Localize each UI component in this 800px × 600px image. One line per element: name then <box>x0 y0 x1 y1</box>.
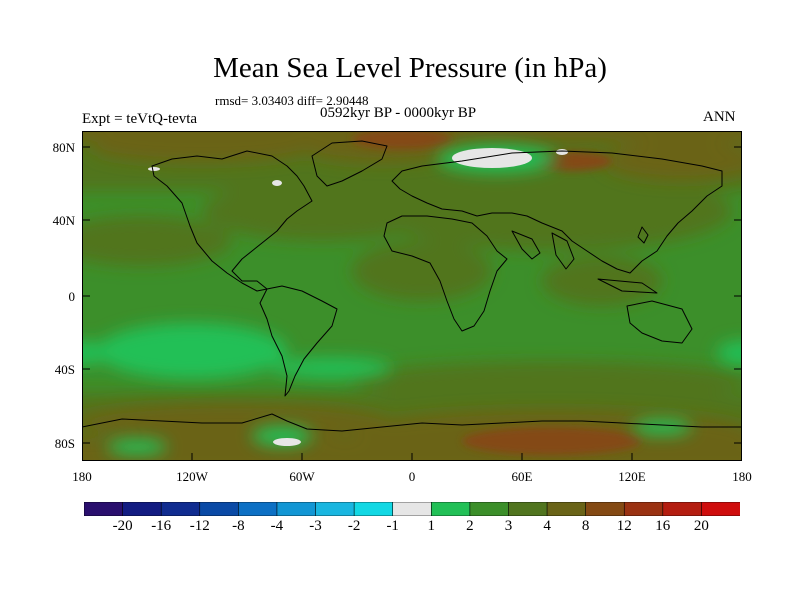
colorbar-box <box>353 502 394 516</box>
coastlines <box>82 140 742 432</box>
lat-label-80n: 80N <box>52 140 75 155</box>
colorbar-box <box>199 502 240 516</box>
map-ticks <box>82 146 742 461</box>
colorbar-label: -12 <box>189 518 210 534</box>
colorbar-label: 20 <box>693 518 709 534</box>
colorbar-label: 8 <box>581 518 590 534</box>
lon-label-180w: 180 <box>72 469 92 484</box>
colorbar-label: -20 <box>112 518 133 534</box>
colorbar-label: -8 <box>232 518 245 534</box>
lon-label-120w: 120W <box>176 469 208 484</box>
colorbar-box <box>122 502 162 516</box>
lon-label-120e: 120E <box>618 469 646 484</box>
colorbar-label: -3 <box>309 518 322 534</box>
lon-label-0: 0 <box>408 469 416 484</box>
experiment-label: Expt = teVtQ-tevta <box>82 111 198 127</box>
colorbar-label: 3 <box>504 518 513 534</box>
lat-label-80s: 80S <box>54 436 75 451</box>
lat-label-40n: 40N <box>52 213 75 228</box>
lon-label-60e: 60E <box>511 469 533 484</box>
colorbar-box <box>662 502 703 516</box>
colorbar-box <box>469 502 510 516</box>
lat-label-0: 0 <box>68 289 76 304</box>
colorbar-label: -16 <box>151 518 172 534</box>
colorbar-label: 16 <box>655 518 671 534</box>
pressure-map <box>82 131 742 461</box>
colorbar-box <box>623 502 664 516</box>
colorbar-label: -2 <box>347 518 361 534</box>
colorbar-label: 2 <box>466 518 474 534</box>
colorbar <box>84 502 740 516</box>
colorbar-label: -1 <box>386 518 399 534</box>
stats-text: rmsd= 3.03403 diff= 2.90448 <box>215 93 369 108</box>
colorbar-box <box>701 502 740 516</box>
colorbar-box <box>84 502 124 516</box>
colorbar-box <box>276 502 317 516</box>
lat-label-40s: 40S <box>54 362 75 377</box>
colorbar-box <box>160 502 201 516</box>
colorbar-box <box>238 502 278 516</box>
colorbar-box <box>315 502 355 516</box>
colorbar-label: 12 <box>616 518 632 534</box>
colorbar-label: -4 <box>270 518 284 534</box>
map-title: Mean Sea Level Pressure (in hPa) <box>213 52 607 84</box>
lon-label-60w: 60W <box>289 469 315 484</box>
colorbar-box <box>585 502 626 516</box>
colorbar-box <box>546 502 587 516</box>
period-label: 0592kyr BP - 0000kyr BP <box>320 105 477 121</box>
season-label: ANN <box>703 109 736 125</box>
lon-label-180e: 180 <box>732 469 752 484</box>
colorbar-label: 1 <box>427 518 436 534</box>
colorbar-box <box>392 502 433 516</box>
colorbar-box <box>508 502 548 516</box>
colorbar-label: 4 <box>543 518 551 534</box>
colorbar-box <box>430 502 471 516</box>
